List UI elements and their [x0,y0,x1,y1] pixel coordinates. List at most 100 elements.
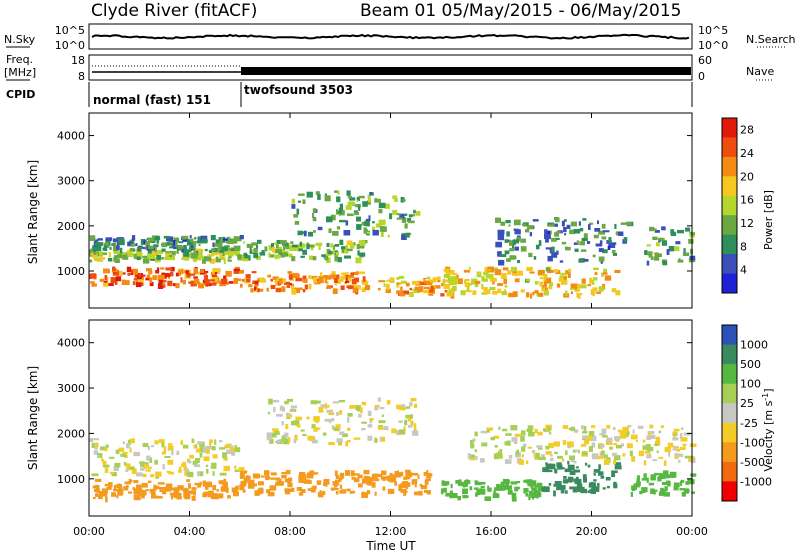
heatmap-cell [276,481,283,484]
heatmap-cell [118,240,125,246]
heatmap-cell [182,239,190,242]
heatmap-cell [396,290,404,294]
heatmap-cell [219,252,223,258]
heatmap-cell [683,432,691,436]
heatmap-cell [116,245,120,251]
heatmap-cell [386,283,390,290]
heatmap-cell [543,281,547,287]
heatmap-cell [276,254,281,257]
heatmap-cell [300,255,305,258]
heatmap-cell [207,254,213,257]
heatmap-cell [503,278,507,285]
heatmap-cell [165,483,173,489]
heatmap-cell [635,439,638,442]
heatmap-cell [286,478,291,483]
heatmap-cell [606,424,611,429]
heatmap-cell [593,267,599,271]
heatmap-cell [527,425,534,430]
heatmap-cell [368,479,373,486]
heatmap-cell [492,493,500,499]
heatmap-cell [649,435,656,439]
heatmap-cell [387,488,395,494]
heatmap-cell [155,471,162,477]
heatmap-cell [514,229,521,235]
y-tick-label: 3000 [57,175,85,188]
heatmap-cell [136,472,143,477]
heatmap-cell [142,246,146,250]
heatmap-cell [646,435,651,440]
heatmap-cell [140,462,145,467]
heatmap-cell [168,487,175,491]
heatmap-cell [272,432,277,438]
heatmap-cell [147,446,150,450]
colorbar-segment [722,195,737,216]
heatmap-cell [619,430,625,434]
heatmap-cell [117,253,124,259]
heatmap-cell [564,219,567,222]
freq-right-top-label: 60 [698,54,712,67]
heatmap-cell [647,446,654,452]
heatmap-cell [378,280,386,283]
heatmap-cell [534,492,542,498]
heatmap-cell [322,432,327,436]
heatmap-cell [335,252,339,256]
heatmap-cell [507,270,512,275]
heatmap-cell [215,239,220,244]
heatmap-cell [227,238,234,241]
heatmap-cell [317,226,323,231]
heatmap-cell [565,290,568,296]
heatmap-cell [488,269,491,272]
heatmap-cell [554,269,559,273]
heatmap-cell [251,271,257,274]
heatmap-cell [233,278,238,284]
heatmap-cell [379,226,387,232]
heatmap-cell [111,243,115,246]
heatmap-cell [312,208,317,213]
heatmap-cell [181,463,184,467]
heatmap-cell [163,280,167,283]
heatmap-cell [183,245,187,250]
heatmap-cell [110,277,118,283]
heatmap-cell [563,227,567,233]
heatmap-cell [549,457,554,462]
heatmap-cell [554,237,560,240]
heatmap-cell [374,406,379,411]
heatmap-cell [298,474,306,481]
heatmap-cell [225,270,232,277]
heatmap-cell [667,480,671,487]
heatmap-cell [220,252,225,256]
heatmap-cell [115,276,122,282]
heatmap-cell [285,245,291,250]
heatmap-cell [172,283,177,287]
heatmap-cell [186,240,191,246]
heatmap-cell [668,451,671,457]
heatmap-cell [577,449,580,454]
heatmap-cell [357,250,360,256]
heatmap-cell [269,485,273,490]
heatmap-cell [98,494,103,500]
heatmap-cell [590,289,596,296]
heatmap-cell [282,434,287,441]
heatmap-cell [197,441,203,445]
heatmap-cell [143,464,148,469]
heatmap-cell [414,482,417,488]
heatmap-cell [396,283,400,288]
heatmap-cell [595,243,603,247]
heatmap-cell [574,289,580,292]
freq-trace-twofsound [241,67,691,75]
heatmap-cell [625,431,630,435]
heatmap-cell [538,447,543,450]
heatmap-cell [175,241,178,247]
heatmap-cell [613,443,617,446]
heatmap-cell [555,231,561,234]
heatmap-cell [545,469,553,473]
heatmap-cell [102,460,107,465]
heatmap-cell [423,286,430,289]
heatmap-cell [291,285,295,291]
heatmap-cell [556,486,563,491]
heatmap-cell [116,484,122,489]
heatmap-cell [336,411,340,416]
heatmap-cell [507,440,511,446]
